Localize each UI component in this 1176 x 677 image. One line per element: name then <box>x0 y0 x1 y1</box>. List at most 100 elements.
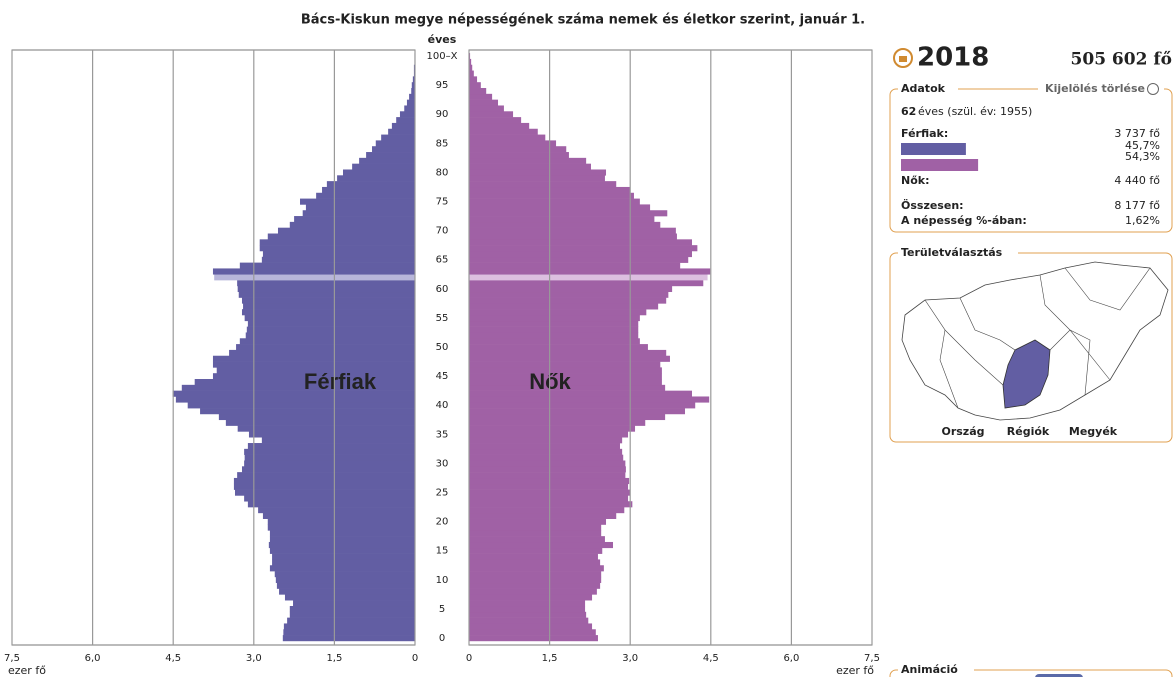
area-tab[interactable]: Régiók <box>1007 425 1050 438</box>
bar <box>469 122 530 130</box>
x-tick-label: 1,5 <box>326 653 342 664</box>
map-border <box>1064 267 1151 311</box>
bar <box>236 344 415 351</box>
x-tick-label: 6,0 <box>783 653 799 664</box>
bar <box>469 245 698 252</box>
bar <box>316 192 415 199</box>
bar <box>469 204 651 211</box>
bar <box>300 198 415 205</box>
bar <box>469 99 499 106</box>
bar <box>409 93 415 100</box>
area-tab[interactable]: Ország <box>941 425 984 438</box>
bar <box>406 99 415 106</box>
bar <box>469 274 708 281</box>
bar <box>238 291 415 298</box>
bar <box>469 355 670 362</box>
female-share-bar <box>901 159 979 171</box>
bar <box>268 541 415 549</box>
bar <box>469 88 487 95</box>
bar <box>469 338 640 345</box>
bar <box>469 64 473 71</box>
bar <box>469 320 639 327</box>
bar <box>469 576 602 584</box>
bar <box>233 483 415 490</box>
bar <box>469 70 474 77</box>
bar <box>262 512 415 519</box>
bar <box>469 233 677 240</box>
x-unit-right: ezer fő <box>836 664 874 677</box>
y-tick-label: 65 <box>436 255 449 266</box>
female-count: 4 440 fő <box>1114 174 1160 187</box>
bar <box>469 466 626 473</box>
bar <box>214 274 415 281</box>
bar <box>469 291 669 298</box>
bar <box>289 611 415 618</box>
x-tick-label: 4,5 <box>703 653 719 664</box>
bar <box>225 419 415 426</box>
bar <box>469 565 604 572</box>
lock-icon[interactable] <box>893 48 913 68</box>
bar <box>469 262 681 269</box>
bar <box>469 605 586 613</box>
bar <box>469 216 655 223</box>
bar <box>200 408 415 415</box>
y-tick-label: 75 <box>436 197 449 208</box>
bar <box>469 76 478 83</box>
bar <box>262 250 415 258</box>
bar <box>261 437 415 444</box>
bar <box>293 600 415 607</box>
female-label: Nők: <box>901 174 929 187</box>
bar <box>469 425 636 432</box>
bar <box>469 175 605 182</box>
bar <box>469 105 504 112</box>
bar <box>172 390 415 397</box>
bar <box>469 280 704 287</box>
bar <box>469 239 692 246</box>
bar <box>289 605 415 613</box>
bar <box>259 245 415 252</box>
map-border <box>1049 329 1091 396</box>
selected-county[interactable] <box>1002 339 1051 409</box>
bar <box>359 157 415 164</box>
bar <box>469 309 647 316</box>
bar <box>269 530 415 537</box>
bar <box>269 536 415 543</box>
x-tick-label: 1,5 <box>542 653 558 664</box>
bar <box>469 117 522 124</box>
pct: 1,62% <box>1125 214 1160 227</box>
data-box <box>889 88 1173 233</box>
bar <box>469 373 662 380</box>
y-tick-label: 30 <box>436 458 449 469</box>
bar <box>469 629 596 636</box>
bar <box>245 332 415 339</box>
population: 505 602 fő <box>1071 50 1172 70</box>
bar <box>469 396 710 403</box>
bar <box>261 256 415 263</box>
bar <box>469 169 607 176</box>
area-tab[interactable]: Megyék <box>1069 425 1118 438</box>
clear-icon[interactable] <box>1147 83 1159 95</box>
bar <box>469 483 629 490</box>
bar <box>469 437 623 444</box>
bg <box>1038 82 1164 96</box>
clear-selection[interactable]: Kijelölés törlése <box>1045 82 1145 95</box>
play-button[interactable] <box>1035 674 1083 677</box>
bar <box>469 134 546 141</box>
bar <box>469 163 591 170</box>
animation-box <box>889 669 1173 677</box>
area-box <box>889 252 1173 443</box>
bar <box>237 280 415 287</box>
bar <box>241 309 415 316</box>
bar <box>243 303 415 310</box>
map-border <box>1039 274 1111 381</box>
bar <box>212 373 415 380</box>
bar <box>469 518 607 525</box>
bar <box>469 536 605 543</box>
bar <box>305 204 415 211</box>
bar <box>244 495 415 502</box>
x-tick-label: 6,0 <box>85 653 101 664</box>
bar <box>469 297 667 304</box>
bar <box>469 227 676 234</box>
bar <box>469 349 667 357</box>
